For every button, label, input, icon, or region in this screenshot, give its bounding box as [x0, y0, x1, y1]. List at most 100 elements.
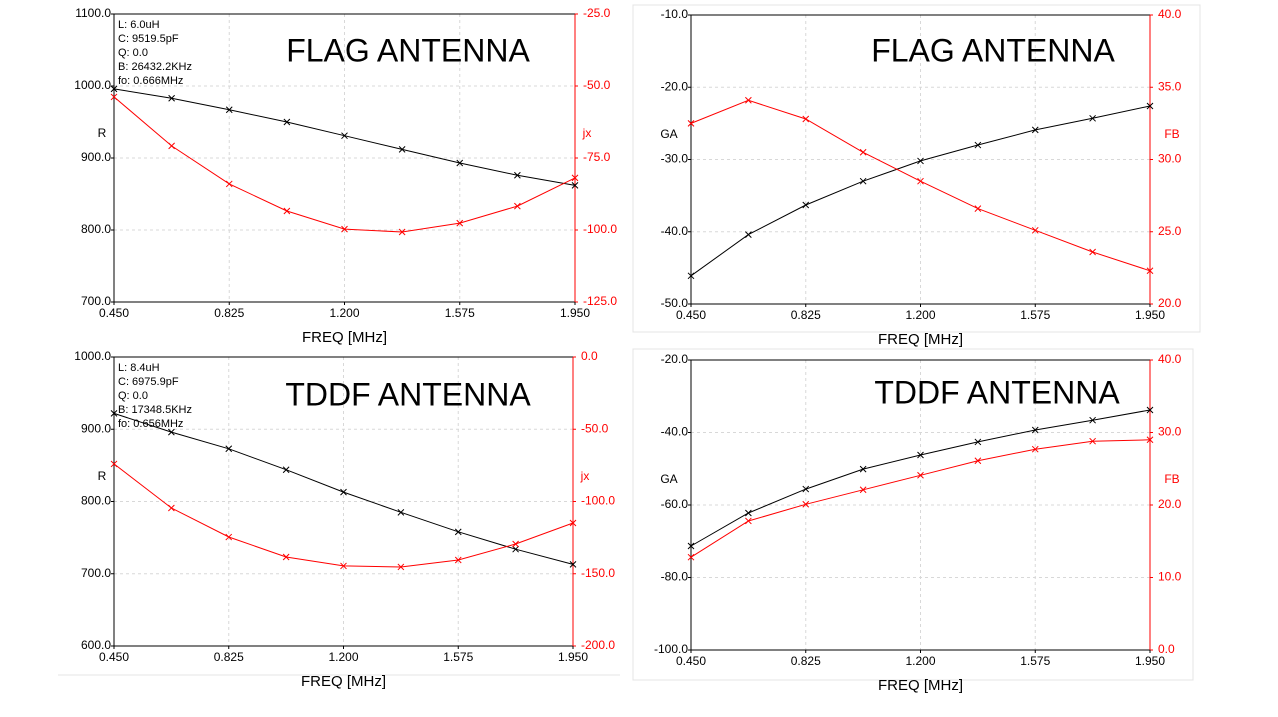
- point-marker: [282, 466, 290, 474]
- x-axis-label: FREQ [MHz]: [878, 677, 963, 694]
- annotation: B: 17348.5KHz: [118, 404, 192, 416]
- point-marker: [168, 94, 175, 102]
- annotation: fo: 0.666MHz: [118, 75, 183, 87]
- point-marker: [974, 438, 982, 446]
- x-axis-label: FREQ [MHz]: [301, 673, 386, 690]
- point-marker: [456, 219, 464, 227]
- point-marker: [1146, 406, 1154, 414]
- y-tick-label: -40.0: [661, 425, 689, 439]
- point-marker: [1146, 267, 1154, 275]
- point-marker: [745, 509, 752, 517]
- point-marker: [859, 177, 867, 185]
- y-tick-label: -10.0: [661, 7, 689, 21]
- y-tick-label: 800.0: [81, 494, 111, 508]
- chart-title: FLAG ANTENNA: [286, 32, 530, 68]
- y2-tick-label: 35.0: [1158, 79, 1182, 93]
- y2-tick-label: 25.0: [1158, 224, 1182, 238]
- point-marker: [168, 504, 175, 512]
- y2-axis-label: jx: [580, 469, 590, 483]
- y2-tick-label: 0.0: [581, 349, 598, 363]
- annotation: L: 8.4uH: [118, 362, 160, 374]
- plot-frame: [113, 356, 573, 647]
- y2-tick-label: 20.0: [1158, 296, 1182, 310]
- y2-tick-label: 40.0: [1158, 7, 1182, 21]
- x-tick-label: 1.950: [1135, 654, 1165, 668]
- x-tick-label: 1.575: [443, 650, 473, 664]
- y2-tick-label: -200.0: [581, 638, 615, 652]
- x-tick-label: 0.450: [99, 306, 129, 320]
- y2-axis-label: FB: [1164, 472, 1179, 486]
- y-axis-label: R: [98, 469, 107, 483]
- point-marker: [512, 540, 519, 548]
- x-tick-label: 0.450: [676, 308, 706, 322]
- point-marker: [1146, 436, 1154, 444]
- point-marker: [745, 517, 752, 525]
- point-marker: [571, 182, 579, 189]
- y2-tick-label: -100.0: [583, 222, 617, 236]
- y-tick-label: -20.0: [661, 79, 689, 93]
- y2-tick-label: -50.0: [581, 421, 609, 435]
- point-marker: [1089, 416, 1096, 424]
- y-tick-label: -20.0: [661, 352, 689, 366]
- point-marker: [110, 410, 118, 417]
- point-marker: [1031, 445, 1039, 453]
- point-marker: [340, 488, 347, 496]
- y2-tick-label: 0.0: [1158, 642, 1175, 656]
- y-tick-label: 700.0: [81, 294, 111, 308]
- y2-tick-label: 30.0: [1158, 152, 1182, 166]
- point-marker: [745, 231, 752, 238]
- chart-title: FLAG ANTENNA: [871, 32, 1115, 68]
- point-marker: [745, 96, 752, 104]
- point-marker: [341, 132, 348, 140]
- annotation: C: 6975.9pF: [118, 376, 179, 388]
- plot-frame: [690, 359, 1150, 651]
- point-marker: [687, 272, 695, 280]
- point-marker: [454, 528, 462, 536]
- y2-tick-label: 20.0: [1158, 497, 1182, 511]
- y2-tick-label: -25.0: [583, 6, 611, 20]
- point-marker: [917, 157, 924, 165]
- x-tick-label: 1.200: [905, 308, 935, 322]
- point-marker: [340, 562, 347, 570]
- x-tick-label: 1.575: [445, 306, 475, 320]
- point-marker: [974, 205, 982, 212]
- y-axis-label: GA: [660, 127, 677, 141]
- point-marker: [1031, 226, 1039, 234]
- y2-tick-label: 10.0: [1158, 570, 1182, 584]
- point-marker: [225, 180, 233, 188]
- annotation: fo: 0.656MHz: [118, 418, 183, 430]
- chart-title: TDDF ANTENNA: [874, 374, 1120, 410]
- y-tick-label: -100.0: [654, 642, 688, 656]
- point-marker: [917, 177, 924, 185]
- y2-axis-label: jx: [582, 126, 592, 140]
- y-tick-label: 900.0: [81, 421, 111, 435]
- point-marker: [225, 445, 233, 453]
- y2-tick-label: -150.0: [581, 566, 615, 580]
- point-marker: [398, 146, 406, 153]
- y-tick-label: 800.0: [81, 222, 111, 236]
- point-marker: [398, 228, 406, 236]
- annotation: Q: 0.0: [118, 47, 148, 59]
- y2-tick-label: -50.0: [583, 78, 611, 92]
- point-marker: [859, 148, 867, 156]
- plot-frame: [113, 13, 575, 303]
- x-tick-label: 0.825: [791, 308, 821, 322]
- panel-frame: [632, 4, 1201, 333]
- chart-title: TDDF ANTENNA: [285, 376, 531, 412]
- y-tick-label: 1000.0: [74, 78, 111, 92]
- y-tick-label: -30.0: [661, 152, 689, 166]
- point-marker: [569, 561, 577, 568]
- x-tick-label: 1.950: [558, 650, 588, 664]
- point-marker: [687, 120, 695, 127]
- point-marker: [341, 225, 348, 233]
- point-marker: [397, 563, 405, 571]
- point-marker: [859, 486, 867, 494]
- x-tick-label: 1.200: [905, 654, 935, 668]
- point-marker: [802, 115, 810, 123]
- point-marker: [397, 508, 405, 516]
- y-tick-label: -80.0: [661, 570, 689, 584]
- y-axis-label: R: [98, 126, 107, 140]
- y2-tick-label: 30.0: [1158, 425, 1182, 439]
- point-marker: [110, 460, 118, 468]
